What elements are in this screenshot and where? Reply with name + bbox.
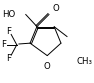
Text: HO: HO [2,10,16,19]
Text: F: F [1,40,6,49]
Text: F: F [6,54,11,63]
Text: F: F [6,27,11,36]
Text: CH₃: CH₃ [76,57,92,66]
Text: O: O [52,4,59,13]
Text: O: O [44,62,51,71]
